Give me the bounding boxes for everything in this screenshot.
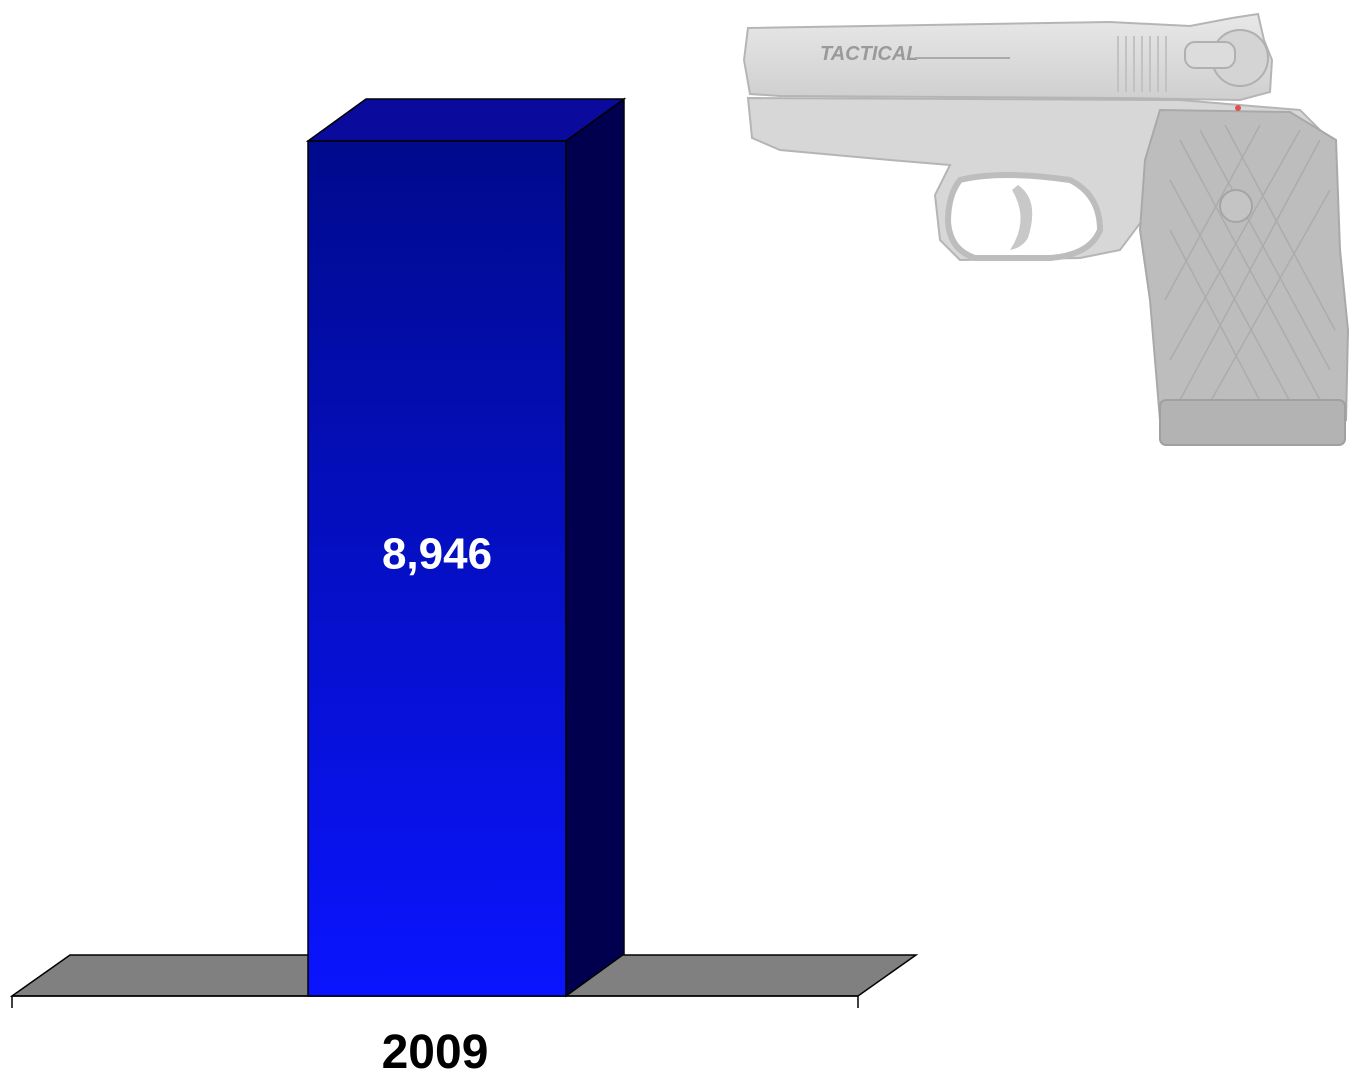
category-label: 2009 <box>382 1026 489 1071</box>
bar-value-label: 8,946 <box>382 530 492 579</box>
x-axis-labels: 2009 <box>382 1026 489 1071</box>
bars-group: 8,946 <box>305 97 627 998</box>
svg-text:TACTICAL: TACTICAL <box>820 43 919 65</box>
pistol-icon: TACTICAL <box>742 12 1350 447</box>
bar-side-face <box>565 97 625 998</box>
bar-front-face <box>307 140 567 997</box>
bar-2009: 8,946 <box>305 97 627 998</box>
